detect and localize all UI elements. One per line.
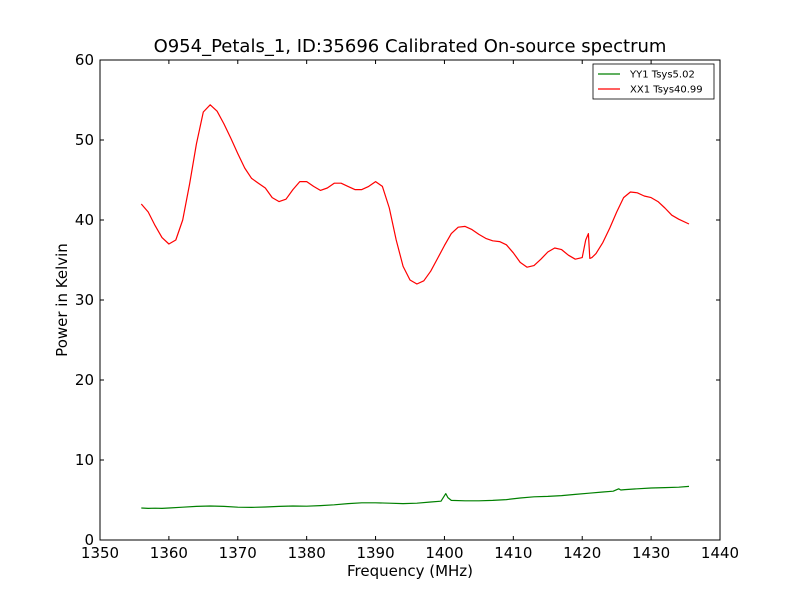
x-tick-label: 1430 (632, 544, 670, 562)
series-line-xx1 (140, 104, 690, 285)
x-axis-title: Frequency (MHz) (347, 562, 473, 580)
plot-frame (99, 59, 721, 541)
x-tick-label: 1420 (563, 544, 601, 562)
y-tick-label: 50 (75, 131, 94, 149)
x-tick-label: 1370 (219, 544, 257, 562)
legend-box (592, 63, 715, 100)
y-tick-label: 20 (75, 371, 94, 389)
y-tick-label: 0 (84, 531, 94, 549)
y-tick-label: 60 (75, 51, 94, 69)
x-tick-label: 1390 (356, 544, 394, 562)
series-line-yy1 (141, 485, 690, 509)
y-tick-label: 40 (75, 211, 94, 229)
x-tick-label: 1440 (701, 544, 739, 562)
legend: YY1 Tsys5.02 XX1 Tsys40.99 (592, 63, 715, 100)
plot-area (100, 60, 720, 540)
chart-title: O954_Petals_1, ID:35696 Calibrated On-so… (154, 36, 667, 57)
data-series (140, 104, 690, 509)
y-tick-label: 30 (75, 291, 94, 309)
x-tick-label: 1380 (288, 544, 326, 562)
x-tick-label: 1400 (425, 544, 463, 562)
axis-ticks: 1350 1360 1370 1380 1390 1400 1410 1420 1430 1440… (75, 51, 739, 562)
x-tick-label: 1360 (150, 544, 188, 562)
x-tick-label: 1410 (494, 544, 532, 562)
legend-label-xx1: XX1 Tsys40.99 (630, 85, 703, 96)
x-tick-label: 1350 (81, 544, 119, 562)
y-axis-title: Power in Kelvin (53, 243, 71, 357)
y-tick-label: 10 (75, 451, 94, 469)
legend-label-yy1: YY1 Tsys5.02 (629, 70, 695, 81)
